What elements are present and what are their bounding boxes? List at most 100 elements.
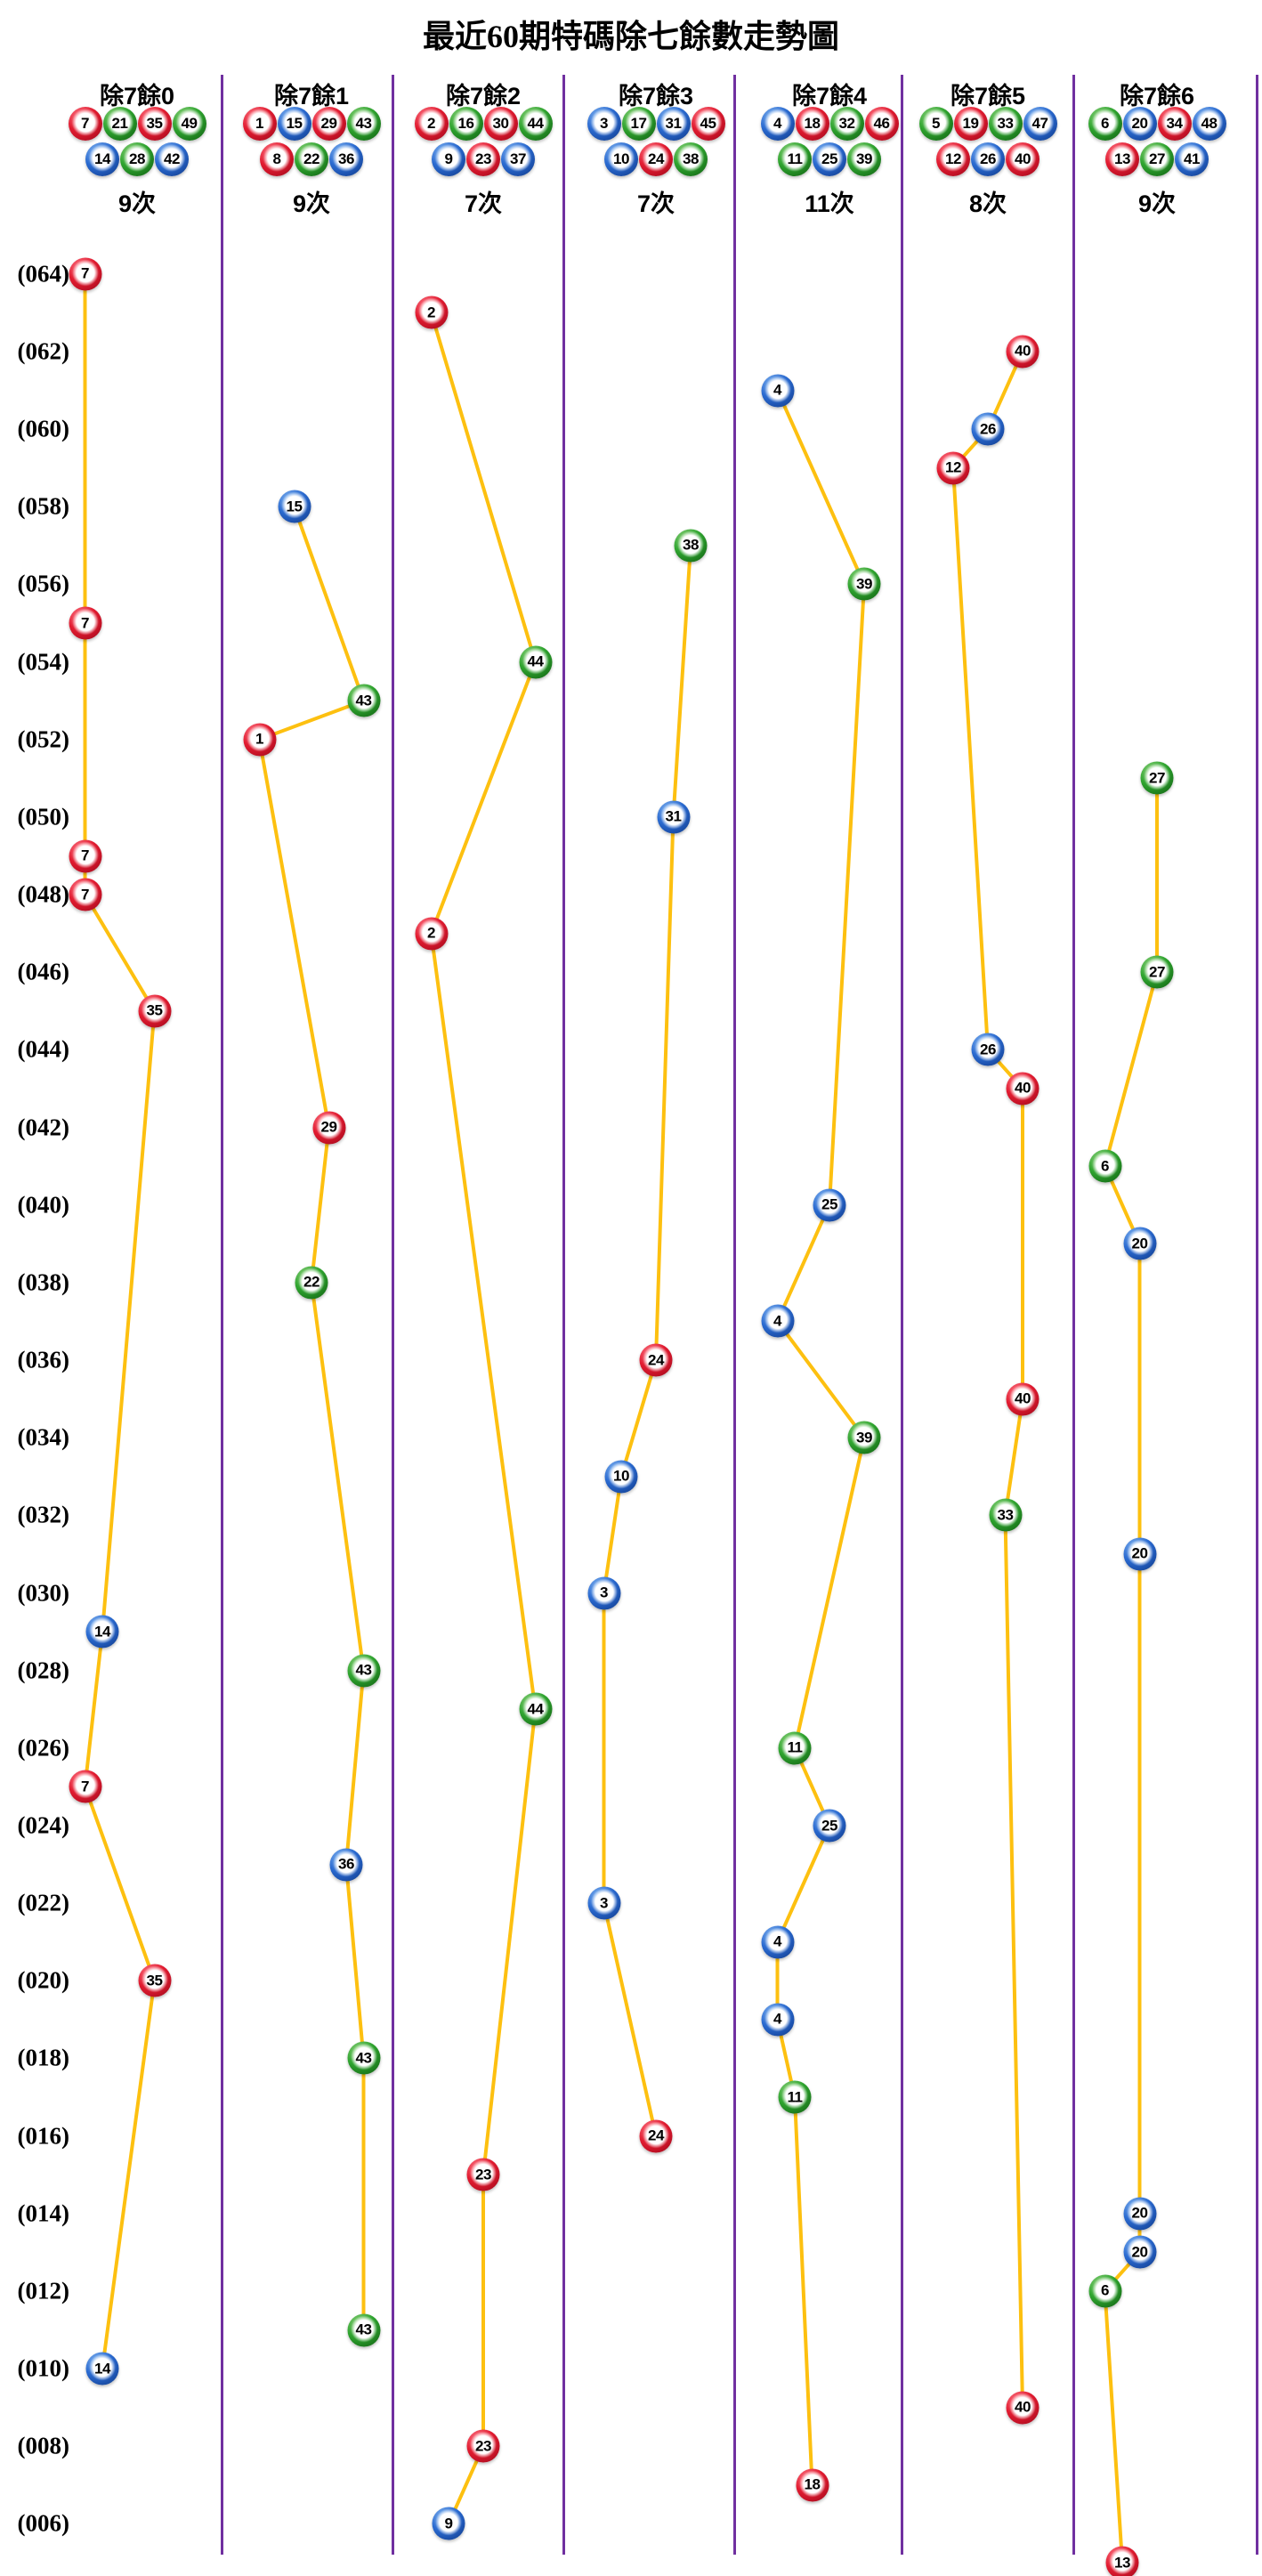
header-ball: 13 bbox=[1105, 142, 1139, 176]
header-ball: 33 bbox=[988, 107, 1023, 141]
chart-ball: 20 bbox=[1123, 1537, 1156, 1571]
chart-ball: 40 bbox=[1006, 335, 1040, 369]
chart-ball: 2 bbox=[415, 296, 448, 329]
header-ball: 43 bbox=[346, 107, 381, 141]
chart-ball: 7 bbox=[69, 878, 101, 911]
chart-ball: 31 bbox=[657, 800, 690, 834]
header-ball: 49 bbox=[172, 107, 206, 141]
chart-ball: 26 bbox=[971, 412, 1005, 446]
period-label: (028) bbox=[17, 1657, 69, 1684]
header-ball: 21 bbox=[102, 107, 137, 141]
period-label: (042) bbox=[17, 1114, 69, 1141]
column-hit-count: 8次 bbox=[968, 190, 1007, 217]
header-ball: 1 bbox=[242, 107, 277, 141]
chart-ball: 2 bbox=[415, 917, 448, 951]
header-ball: 38 bbox=[674, 142, 708, 176]
period-label: (062) bbox=[17, 337, 69, 365]
chart-ball: 43 bbox=[347, 1654, 380, 1688]
chart-ball: 27 bbox=[1140, 761, 1174, 795]
chart-ball: 20 bbox=[1123, 2235, 1156, 2269]
column-header-label: 除7餘3 bbox=[618, 83, 694, 109]
chart-ball: 24 bbox=[639, 1343, 673, 1377]
column-header-label: 除7餘2 bbox=[445, 83, 522, 109]
period-label: (026) bbox=[17, 1734, 69, 1762]
header-ball: 8 bbox=[260, 142, 294, 176]
column-hit-count: 9次 bbox=[1137, 190, 1177, 217]
header-ball: 36 bbox=[329, 142, 363, 176]
header-ball: 2 bbox=[414, 107, 449, 141]
period-label: (008) bbox=[17, 2432, 69, 2459]
chart-ball: 43 bbox=[347, 2313, 380, 2347]
period-label: (012) bbox=[17, 2277, 69, 2305]
header-ball: 34 bbox=[1157, 107, 1192, 141]
chart-ball: 38 bbox=[674, 529, 708, 563]
period-label: (050) bbox=[17, 803, 69, 830]
chart-ball: 43 bbox=[347, 684, 380, 717]
header-ball: 41 bbox=[1175, 142, 1209, 176]
period-label: (040) bbox=[17, 1191, 69, 1219]
chart-ball: 40 bbox=[1006, 1072, 1040, 1106]
period-label: (064) bbox=[17, 260, 69, 288]
chart-ball: 4 bbox=[761, 2003, 794, 2037]
header-ball: 14 bbox=[85, 142, 119, 176]
chart-title: 最近60期特碼除七餘數走勢圖 bbox=[422, 19, 839, 54]
period-label: (032) bbox=[17, 1501, 69, 1528]
chart-ball: 6 bbox=[1088, 2274, 1121, 2308]
period-label: (022) bbox=[17, 1889, 69, 1916]
header-ball: 7 bbox=[68, 107, 102, 141]
chart-ball: 27 bbox=[1140, 955, 1174, 989]
period-label: (046) bbox=[17, 958, 69, 985]
chart-ball: 40 bbox=[1006, 1382, 1040, 1416]
column-header-label: 除7餘6 bbox=[1119, 83, 1195, 109]
period-label: (030) bbox=[17, 1579, 69, 1607]
chart-ball: 6 bbox=[1088, 1149, 1121, 1183]
chart-ball: 4 bbox=[761, 1925, 794, 1959]
period-label: (058) bbox=[17, 492, 69, 520]
column-divider bbox=[562, 75, 565, 2555]
header-ball: 12 bbox=[936, 142, 970, 176]
header-ball: 25 bbox=[813, 142, 846, 176]
period-label: (014) bbox=[17, 2199, 69, 2227]
period-label: (016) bbox=[17, 2122, 69, 2150]
period-label: (052) bbox=[17, 725, 69, 753]
chart-ball: 3 bbox=[587, 1576, 620, 1610]
chart-ball: 20 bbox=[1123, 2197, 1156, 2231]
column-hit-count: 11次 bbox=[805, 190, 854, 217]
column-hit-count: 7次 bbox=[636, 190, 675, 217]
chart-ball: 9 bbox=[432, 2507, 465, 2540]
header-ball: 31 bbox=[656, 107, 691, 141]
header-ball: 4 bbox=[760, 107, 795, 141]
column-header-label: 除7餘0 bbox=[99, 83, 175, 109]
period-label: (054) bbox=[17, 648, 69, 676]
chart-ball: 36 bbox=[329, 1848, 363, 1882]
column-header-label: 除7餘1 bbox=[273, 83, 350, 109]
trend-line bbox=[951, 351, 1024, 2408]
column-divider bbox=[1072, 75, 1075, 2555]
chart-ball: 35 bbox=[138, 994, 171, 1028]
chart-ball: 25 bbox=[813, 1809, 846, 1843]
chart-ball: 7 bbox=[69, 839, 101, 872]
header-ball: 48 bbox=[1192, 107, 1226, 141]
header-ball: 19 bbox=[953, 107, 988, 141]
column-divider bbox=[733, 75, 736, 2555]
header-ball: 16 bbox=[449, 107, 483, 141]
header-ball: 26 bbox=[971, 142, 1005, 176]
header-ball: 5 bbox=[918, 107, 953, 141]
header-ball: 18 bbox=[795, 107, 829, 141]
column-hit-count: 9次 bbox=[292, 190, 331, 217]
chart-ball: 7 bbox=[69, 606, 101, 640]
header-ball: 28 bbox=[120, 142, 154, 176]
header-ball: 9 bbox=[432, 142, 465, 176]
column-hit-count: 9次 bbox=[117, 190, 157, 217]
period-label: (038) bbox=[17, 1268, 69, 1296]
header-ball: 30 bbox=[483, 107, 518, 141]
header-ball: 37 bbox=[501, 142, 535, 176]
chart-ball: 3 bbox=[587, 1886, 620, 1920]
column-hit-count: 7次 bbox=[464, 190, 503, 217]
period-label: (048) bbox=[17, 880, 69, 908]
chart-ball: 39 bbox=[847, 1421, 881, 1454]
header-ball: 32 bbox=[829, 107, 864, 141]
period-label: (018) bbox=[17, 2044, 69, 2071]
header-ball: 3 bbox=[587, 107, 621, 141]
period-label: (044) bbox=[17, 1035, 69, 1063]
